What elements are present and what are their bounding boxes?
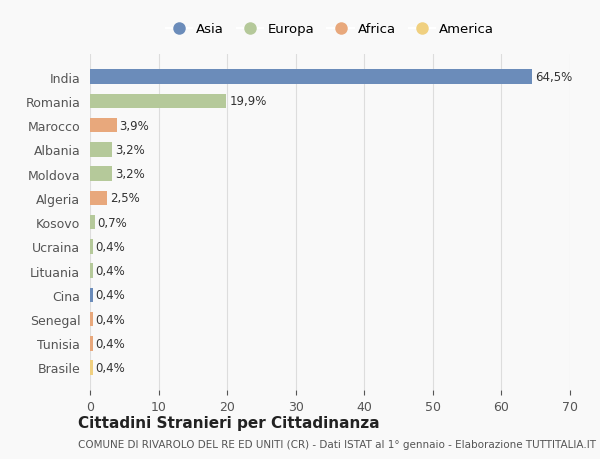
Text: 3,2%: 3,2% [115,168,145,181]
Text: 0,4%: 0,4% [95,289,125,302]
Bar [90,70,532,85]
Text: 3,2%: 3,2% [115,144,145,157]
Bar [90,119,117,133]
Text: 19,9%: 19,9% [229,95,266,108]
Text: 0,7%: 0,7% [98,216,127,229]
Text: 0,4%: 0,4% [95,264,125,277]
Text: COMUNE DI RIVAROLO DEL RE ED UNITI (CR) - Dati ISTAT al 1° gennaio - Elaborazion: COMUNE DI RIVAROLO DEL RE ED UNITI (CR) … [78,440,596,449]
Text: 0,4%: 0,4% [95,241,125,253]
Text: 0,4%: 0,4% [95,337,125,350]
Bar [90,240,93,254]
Bar [90,264,93,278]
Text: 2,5%: 2,5% [110,192,140,205]
Text: Cittadini Stranieri per Cittadinanza: Cittadini Stranieri per Cittadinanza [78,415,380,430]
Text: 0,4%: 0,4% [95,361,125,374]
Text: 3,9%: 3,9% [119,119,149,132]
Text: 0,4%: 0,4% [95,313,125,326]
Bar [90,360,93,375]
Bar [90,215,95,230]
Bar [90,95,226,109]
Bar [90,336,93,351]
Bar [90,191,107,206]
Bar [90,167,112,181]
Bar [90,143,112,157]
Text: 64,5%: 64,5% [535,71,572,84]
Legend: Asia, Europa, Africa, America: Asia, Europa, Africa, America [160,18,500,42]
Bar [90,312,93,326]
Bar [90,288,93,302]
